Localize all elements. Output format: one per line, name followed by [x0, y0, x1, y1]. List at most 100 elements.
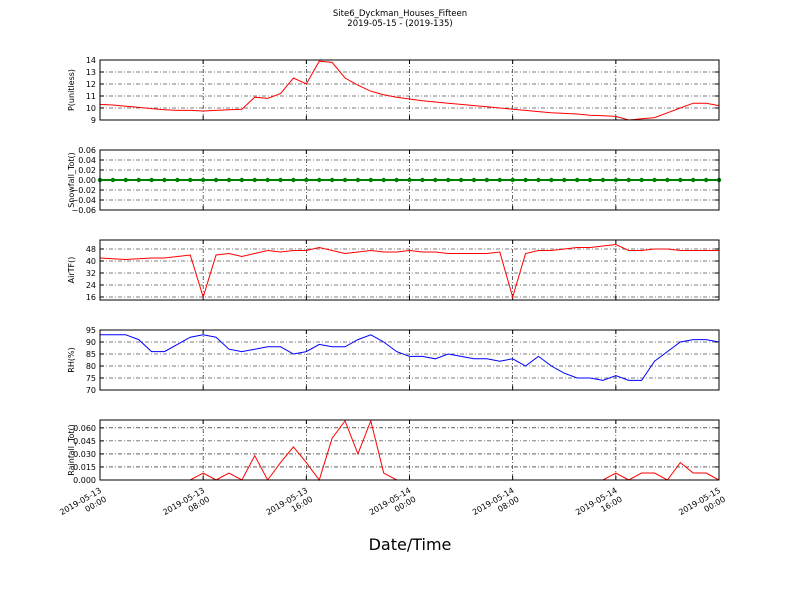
data-point [304, 177, 309, 183]
x-tick-label: 2019-05-1408:00 [471, 486, 521, 526]
data-point [317, 177, 322, 183]
y-tick-label: 10 [86, 104, 96, 113]
data-point [536, 177, 541, 183]
x-tick-label: 2019-05-1416:00 [574, 486, 624, 526]
data-point [329, 177, 335, 183]
y-tick-label: 12 [86, 80, 96, 89]
chart-subtitle: 2019-05-15 - (2019-135) [347, 19, 452, 29]
data-point [562, 177, 567, 183]
data-point [175, 177, 180, 183]
y-tick-label: 70 [86, 386, 96, 395]
data-point [239, 177, 245, 183]
data-line [100, 334, 720, 381]
data-line [99, 243, 719, 299]
data-point [226, 177, 232, 183]
y-tick-label: 14 [86, 56, 96, 65]
plot-frame [99, 329, 720, 391]
y-axis-label: Snowfall_Tot() [67, 152, 76, 208]
data-line [99, 60, 720, 121]
plot-frame [99, 419, 720, 481]
data-point [355, 177, 361, 183]
data-point [458, 177, 464, 183]
x-axis-label: Date/Time [369, 535, 452, 554]
data-point [484, 177, 490, 183]
x-tick-label: 2019-05-1300:00 [58, 486, 108, 526]
data-point [497, 177, 502, 183]
x-tick-label: 2019-05-1316:00 [265, 486, 315, 526]
data-point [600, 177, 606, 183]
data-point [445, 177, 451, 183]
y-tick-label: 0.060 [73, 424, 96, 433]
data-point [665, 177, 670, 183]
data-point [587, 177, 593, 183]
data-point [200, 177, 206, 183]
y-tick-label: 32 [86, 269, 96, 278]
y-tick-label: 80 [86, 362, 96, 371]
data-point [626, 177, 631, 183]
y-axis-label: Rainfall_Tot() [67, 424, 76, 476]
y-tick-label: −0.04 [71, 196, 96, 205]
y-tick-label: 0.02 [78, 166, 96, 175]
data-point [574, 177, 580, 183]
data-point [149, 177, 154, 183]
data-point [394, 177, 399, 183]
y-tick-label: 0.030 [73, 450, 96, 459]
data-point [678, 177, 683, 183]
data-point [523, 177, 528, 183]
data-point [213, 177, 219, 183]
data-point [433, 177, 438, 183]
plot-frame [99, 239, 720, 301]
y-tick-label: 0.04 [78, 156, 96, 165]
data-point [291, 177, 296, 183]
data-point [420, 177, 425, 183]
y-tick-label: 85 [86, 350, 96, 359]
y-tick-label: 90 [86, 338, 96, 347]
data-point [136, 177, 141, 183]
y-tick-label: 11 [86, 92, 96, 101]
data-point [381, 177, 386, 183]
data-point [162, 177, 167, 183]
data-point [691, 177, 696, 183]
x-tick-label: 2019-05-1308:00 [161, 486, 211, 526]
y-tick-label: 13 [86, 68, 96, 77]
y-tick-label: 24 [86, 281, 96, 290]
data-point [188, 177, 193, 183]
data-point [123, 177, 128, 183]
x-tick-label: 2019-05-1400:00 [368, 486, 418, 526]
y-tick-label: 0.000 [73, 476, 96, 485]
y-tick-label: 75 [86, 374, 96, 383]
y-tick-label: −0.06 [71, 206, 96, 215]
data-point [549, 177, 554, 183]
y-tick-label: 9 [91, 116, 96, 125]
y-tick-label: 48 [86, 245, 96, 254]
y-tick-label: 0.06 [78, 146, 96, 155]
data-point [342, 177, 348, 183]
y-tick-label: 95 [86, 326, 96, 335]
data-point [407, 177, 412, 183]
plot-frame [99, 149, 720, 211]
data-point [652, 177, 657, 183]
plot-frame [99, 59, 720, 121]
y-axis-label: AirTF() [67, 257, 76, 284]
data-point [368, 177, 374, 183]
data-point [278, 177, 283, 183]
data-point [265, 177, 270, 183]
y-axis-label: P(unitless) [67, 69, 76, 111]
data-point [703, 177, 709, 183]
data-point [639, 177, 644, 183]
y-tick-label: 0.00 [78, 176, 96, 185]
data-point [252, 177, 257, 183]
y-axis-label: RH(%) [67, 347, 76, 372]
x-tick-label: 2019-05-1500:00 [677, 486, 727, 526]
y-tick-label: 0.015 [73, 463, 96, 472]
data-point [110, 177, 116, 183]
data-point [510, 177, 515, 183]
data-point [471, 177, 477, 183]
y-tick-label: 16 [86, 293, 96, 302]
y-tick-label: −0.02 [71, 186, 96, 195]
y-tick-label: 40 [86, 257, 96, 266]
chart-title: Site6_Dyckman_Houses_Fifteen [333, 9, 467, 19]
data-point [613, 177, 619, 183]
